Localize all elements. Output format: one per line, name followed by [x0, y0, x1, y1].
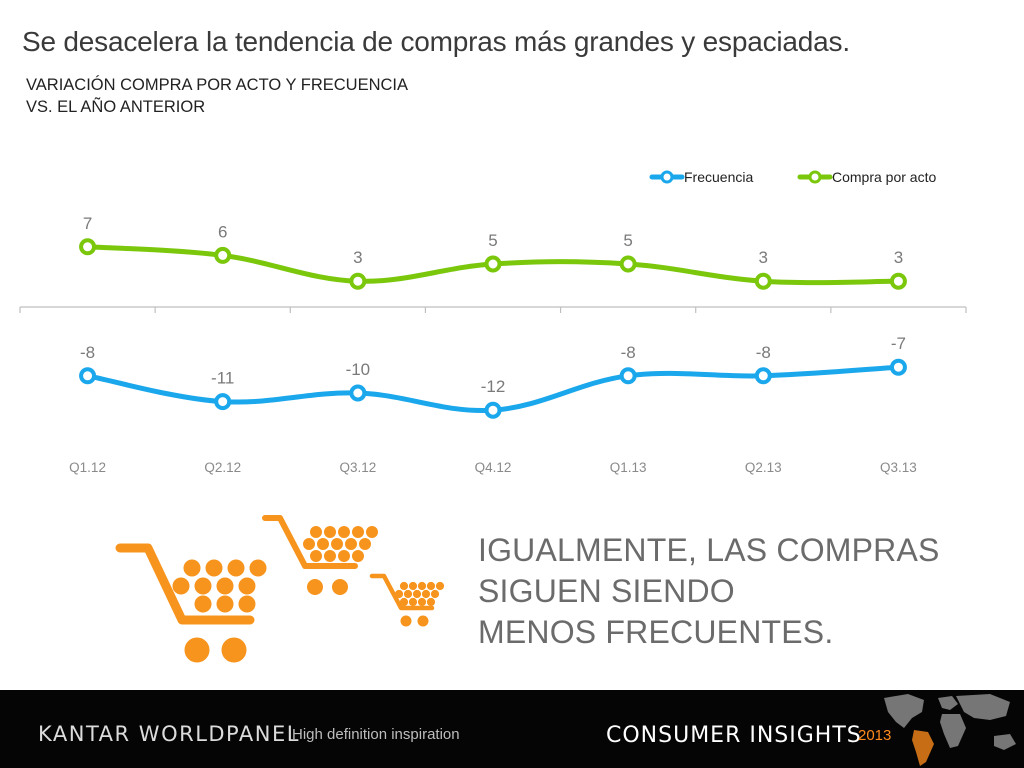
x-tick-label: Q4.12 — [475, 460, 512, 475]
data-label: 5 — [623, 231, 632, 250]
data-label: 3 — [353, 248, 362, 267]
small-cart-icon — [369, 573, 445, 627]
legend-label-compra-por-acto: Compra por acto — [832, 169, 936, 185]
section-year: 2013 — [858, 727, 892, 744]
data-label: 3 — [894, 248, 903, 267]
data-point-compra-por-acto — [79, 238, 97, 256]
data-label: 6 — [218, 222, 227, 241]
x-tick-label: Q2.12 — [204, 460, 241, 475]
chart-subtitle-line-2: VS. EL AÑO ANTERIOR — [26, 98, 206, 116]
world-map-icon — [884, 694, 1016, 766]
data-label: -8 — [756, 343, 771, 362]
medium-cart-icon — [262, 515, 378, 595]
slide-title: Se desacelera la tendencia de compras má… — [22, 26, 850, 57]
key-message: IGUALMENTE, LAS COMPRAS SIGUEN SIENDO ME… — [478, 530, 940, 653]
data-point-frecuencia — [349, 384, 367, 402]
brand-logo: KANTAR WORLDPANEL — [38, 722, 300, 746]
chart-series — [79, 238, 907, 419]
data-labels: -8 -11 -10 -12 -8 -8 -7 7 6 3 5 5 3 3 — [80, 214, 906, 396]
data-label: -7 — [891, 334, 906, 353]
x-tick-label: Q1.12 — [69, 460, 106, 475]
footer-bar: KANTAR WORLDPANEL High definition inspir… — [0, 690, 1024, 768]
data-point-compra-por-acto — [214, 246, 232, 264]
data-label: -8 — [80, 343, 95, 362]
data-point-compra-por-acto — [484, 255, 502, 273]
large-cart-icon — [115, 543, 267, 663]
x-tick-label: Q2.13 — [745, 460, 782, 475]
data-point-frecuencia — [619, 367, 637, 385]
x-tick-label: Q3.12 — [339, 460, 376, 475]
line-chart: Frecuencia Compra por acto Q1.12 Q2.12 Q3.1… — [19, 169, 967, 475]
data-label: 5 — [488, 231, 497, 250]
x-tick-label: Q1.13 — [610, 460, 647, 475]
data-point-frecuencia — [79, 367, 97, 385]
key-message-line-3: MENOS FRECUENTES. — [478, 614, 834, 650]
section-title: CONSUMER INSIGHTS — [606, 723, 862, 748]
data-point-compra-por-acto — [754, 272, 772, 290]
data-label: 3 — [759, 248, 768, 267]
data-point-frecuencia — [889, 358, 907, 376]
x-axis: Q1.12 Q2.12 Q3.12 Q4.12 Q1.13 Q2.13 Q3.13 — [19, 306, 967, 475]
data-point-frecuencia — [754, 367, 772, 385]
data-label: -10 — [346, 360, 371, 379]
x-tick-label: Q3.13 — [880, 460, 917, 475]
legend-marker-compra-por-acto — [808, 170, 822, 184]
data-point-compra-por-acto — [619, 255, 637, 273]
data-label: 7 — [83, 214, 92, 233]
chart-subtitle-line-1: VARIACIÓN COMPRA POR ACTO Y FRECUENCIA — [26, 76, 409, 94]
key-message-line-1: IGUALMENTE, LAS COMPRAS — [478, 532, 940, 568]
data-point-frecuencia — [214, 393, 232, 411]
data-label: -8 — [621, 343, 636, 362]
key-message-line-2: SIGUEN SIENDO — [478, 573, 735, 609]
data-point-frecuencia — [484, 401, 502, 419]
chart-subtitle: VARIACIÓN COMPRA POR ACTO Y FRECUENCIA V… — [26, 74, 408, 118]
legend-marker-frecuencia — [660, 170, 674, 184]
data-point-compra-por-acto — [889, 272, 907, 290]
data-label: -12 — [481, 377, 506, 396]
data-label: -11 — [211, 369, 234, 388]
brand-tagline: High definition inspiration — [292, 726, 460, 743]
shopping-carts-illustration — [115, 515, 445, 663]
legend-label-frecuencia: Frecuencia — [684, 169, 753, 185]
chart-legend: Frecuencia Compra por acto — [649, 169, 936, 185]
data-point-compra-por-acto — [349, 272, 367, 290]
